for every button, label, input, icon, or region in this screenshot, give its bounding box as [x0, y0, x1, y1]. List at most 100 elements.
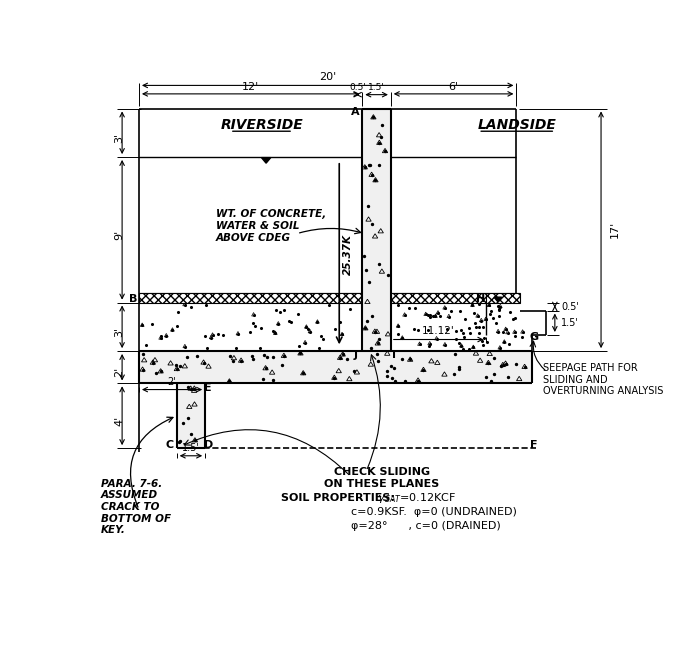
- Point: [295, 348, 306, 358]
- Point: [206, 332, 217, 343]
- Point: [423, 309, 434, 320]
- Point: [174, 360, 186, 371]
- Point: [409, 324, 420, 335]
- Text: 11.12': 11.12': [422, 326, 455, 336]
- Point: [439, 303, 450, 313]
- Point: [274, 307, 285, 317]
- Point: [224, 376, 235, 387]
- Point: [172, 307, 184, 317]
- Point: [397, 353, 408, 364]
- Point: [273, 318, 284, 329]
- Point: [509, 331, 520, 341]
- Point: [171, 364, 182, 374]
- Point: [382, 371, 393, 381]
- Bar: [177, 383, 205, 448]
- Point: [500, 324, 511, 335]
- Point: [183, 413, 194, 424]
- Point: [362, 316, 373, 326]
- Text: B: B: [128, 294, 137, 305]
- Point: [507, 313, 519, 324]
- Point: [424, 311, 436, 322]
- Point: [469, 318, 480, 328]
- Text: 2': 2': [168, 377, 177, 387]
- Point: [191, 351, 202, 362]
- Point: [186, 429, 197, 439]
- Point: [248, 309, 259, 320]
- Text: SOIL PROPERTIES:: SOIL PROPERTIES:: [281, 493, 395, 503]
- Point: [329, 324, 340, 335]
- Point: [232, 328, 244, 339]
- Point: [454, 362, 465, 372]
- Point: [478, 333, 489, 343]
- Point: [294, 341, 305, 351]
- Point: [297, 368, 309, 379]
- Point: [489, 369, 500, 379]
- Point: [463, 322, 475, 333]
- Polygon shape: [262, 158, 271, 164]
- Point: [366, 219, 378, 230]
- Point: [359, 162, 371, 173]
- Point: [413, 375, 424, 386]
- Point: [493, 305, 505, 315]
- Point: [258, 374, 269, 385]
- Point: [161, 330, 172, 341]
- Point: [493, 311, 505, 321]
- Point: [489, 353, 500, 364]
- Point: [344, 303, 355, 314]
- Point: [329, 373, 340, 383]
- Text: SEEPAGE PATH FOR
SLIDING AND
OVERTURNING ANALYSIS: SEEPAGE PATH FOR SLIDING AND OVERTURNING…: [543, 363, 664, 396]
- Text: 0.5': 0.5': [561, 301, 579, 311]
- Bar: [139, 293, 362, 303]
- Point: [359, 251, 370, 262]
- Point: [481, 372, 492, 383]
- Point: [188, 383, 200, 394]
- Point: [373, 356, 384, 367]
- Point: [519, 362, 530, 372]
- Text: F: F: [530, 440, 537, 450]
- Point: [341, 353, 352, 364]
- Point: [185, 301, 196, 312]
- Point: [453, 338, 464, 349]
- Point: [488, 313, 499, 323]
- Point: [217, 330, 228, 341]
- Point: [317, 334, 328, 344]
- Point: [502, 328, 513, 338]
- Point: [369, 326, 380, 337]
- Bar: [391, 293, 487, 303]
- Text: $\gamma_{SAT}$=0.12KCF: $\gamma_{SAT}$=0.12KCF: [374, 491, 456, 505]
- Point: [177, 417, 188, 428]
- Point: [207, 330, 218, 340]
- Point: [137, 364, 148, 375]
- Text: 3': 3': [114, 327, 124, 337]
- Point: [455, 325, 466, 336]
- Point: [151, 368, 162, 379]
- Point: [468, 342, 479, 353]
- Point: [458, 344, 469, 354]
- Point: [499, 337, 510, 347]
- Point: [392, 329, 403, 339]
- Point: [302, 324, 313, 334]
- Point: [248, 317, 259, 328]
- Point: [182, 382, 193, 392]
- Point: [246, 351, 257, 362]
- Point: [493, 304, 505, 315]
- Point: [517, 327, 528, 337]
- Point: [292, 309, 303, 320]
- Point: [268, 375, 279, 386]
- Point: [418, 365, 429, 375]
- Point: [170, 360, 181, 370]
- Point: [486, 376, 497, 387]
- Point: [503, 339, 514, 349]
- Text: 25.37K: 25.37K: [343, 233, 353, 275]
- Point: [372, 338, 383, 349]
- Point: [228, 356, 239, 366]
- Text: 3': 3': [114, 133, 124, 143]
- Point: [410, 303, 421, 313]
- Bar: [487, 293, 520, 303]
- Point: [146, 319, 157, 330]
- Point: [414, 339, 425, 349]
- Point: [267, 352, 279, 362]
- Point: [349, 366, 360, 377]
- Point: [156, 331, 167, 341]
- Point: [474, 327, 485, 337]
